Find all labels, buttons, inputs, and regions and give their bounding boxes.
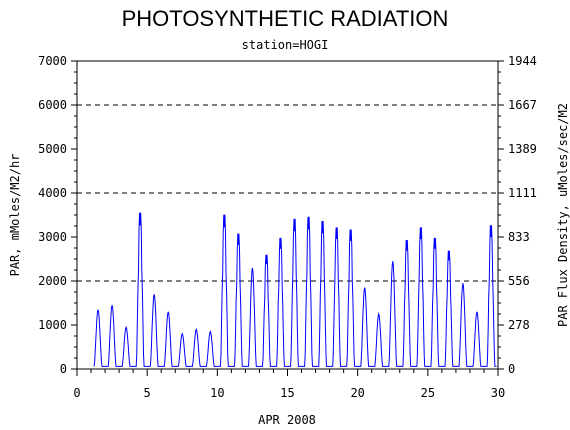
y-tick-label: 0 — [60, 362, 67, 376]
y-tick-label: 4000 — [38, 186, 67, 200]
y-tick-label: 3000 — [38, 230, 67, 244]
x-tick-label: 30 — [491, 386, 505, 400]
y2-tick-label: 1944 — [508, 54, 537, 68]
x-tick-label: 15 — [280, 386, 294, 400]
y-axis-label: PAR, mMoles/M2/hr — [8, 154, 22, 277]
y-axis-right: 0 278 556 833 1111 1389 1667 1944 — [498, 54, 537, 376]
y2-tick-label: 278 — [508, 318, 530, 332]
y2-tick-label: 833 — [508, 230, 530, 244]
x-axis-label: APR 2008 — [258, 413, 316, 427]
chart-title: PHOTOSYNTHETIC RADIATION — [121, 6, 449, 31]
y2-tick-label: 1111 — [508, 186, 537, 200]
y-axis-left: 0 1000 2000 3000 4000 5000 6000 7000 — [38, 54, 77, 376]
x-tick-label: 0 — [73, 386, 80, 400]
y2-tick-label: 0 — [508, 362, 515, 376]
grid-lines — [77, 104, 498, 282]
x-axis: 0 5 10 15 20 25 30 — [73, 369, 505, 400]
x-tick-label: 25 — [421, 386, 435, 400]
y-tick-label: 7000 — [38, 54, 67, 68]
x-tick-label: 5 — [144, 386, 151, 400]
y-tick-label: 6000 — [38, 98, 67, 112]
y-tick-label: 2000 — [38, 274, 67, 288]
y2-tick-label: 1389 — [508, 142, 537, 156]
y-tick-label: 5000 — [38, 142, 67, 156]
y-tick-label: 1000 — [38, 318, 67, 332]
chart-subtitle: station=HOGI — [241, 38, 329, 52]
y2-axis-label: PAR Flux Density, uMoles/sec/M2 — [556, 103, 570, 327]
y2-tick-label: 1667 — [508, 98, 537, 112]
y2-tick-label: 556 — [508, 274, 530, 288]
x-tick-label: 20 — [350, 386, 364, 400]
x-tick-label: 10 — [210, 386, 224, 400]
series-line-par — [93, 212, 497, 367]
